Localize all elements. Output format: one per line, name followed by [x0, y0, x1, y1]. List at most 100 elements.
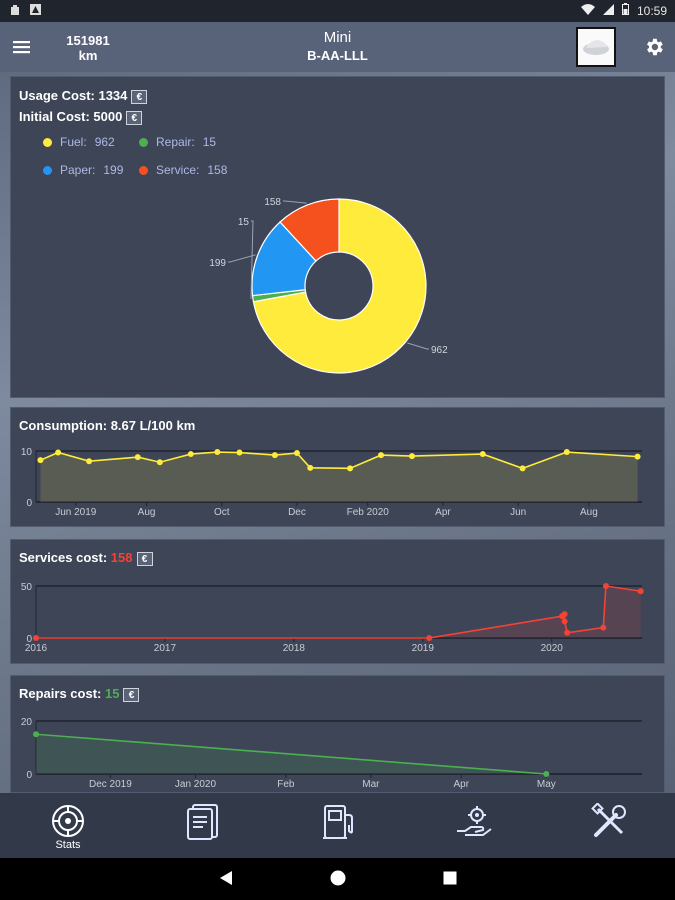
odometer-value: 151981	[66, 33, 110, 48]
legend-paper-label: Paper:	[60, 163, 96, 177]
consumption-xtick-label: Aug	[580, 507, 598, 518]
consumption-point	[37, 457, 44, 464]
app-notification-icon	[30, 4, 41, 19]
consumption-xtick-label: Feb 2020	[347, 507, 390, 518]
repair-dot-icon	[139, 137, 148, 147]
repairs-ytick-label: 20	[21, 717, 33, 728]
consumption-point	[187, 451, 194, 458]
nav-stats-label: Stats	[55, 839, 81, 851]
notification-icon	[10, 4, 20, 19]
consumption-card: Consumption: 8.67 L/100 km 0 10 Jun 2019 Au…	[10, 407, 665, 527]
consumption-point	[55, 449, 62, 456]
nav-documents[interactable]	[163, 793, 243, 858]
recents-square-icon	[443, 871, 457, 885]
consumption-ytick-label: 10	[21, 447, 33, 458]
services-point	[426, 635, 433, 641]
car-name[interactable]: Mini	[323, 29, 352, 46]
legend-paper[interactable]: Paper: 199	[43, 163, 123, 177]
nav-repairs[interactable]	[568, 793, 648, 858]
nav-service[interactable]	[433, 793, 513, 858]
repairs-xtick-label: May	[537, 779, 556, 790]
hamburger-icon	[13, 41, 30, 54]
nav-fuel[interactable]	[298, 793, 378, 858]
services-area	[36, 586, 641, 638]
consumption-point	[214, 449, 221, 456]
consumption-point	[86, 458, 93, 465]
bottom-nav: Stats	[0, 793, 675, 858]
pie-label-fuel: 962	[431, 345, 448, 356]
repairs-title-row: Repairs cost: 15 €	[19, 686, 140, 702]
services-currency-button[interactable]: €	[136, 551, 153, 566]
signal-icon	[602, 3, 614, 18]
consumption-title: Consumption: 8.67 L/100 km	[19, 418, 196, 433]
services-xtick-label: 2018	[283, 643, 306, 654]
usage-cost-row: Usage Cost: 1334 €	[19, 88, 148, 104]
repairs-chart[interactable]: 0 20 Dec 2019 Jan 2020 Feb Mar Apr May	[11, 676, 664, 792]
recents-button[interactable]	[441, 869, 459, 892]
initial-cost-row: Initial Cost: 5000 €	[19, 109, 143, 125]
services-xtick-label: 2016	[25, 643, 48, 654]
services-xtick-label: 2020	[541, 643, 564, 654]
back-triangle-icon	[220, 871, 232, 885]
pie-label-service: 158	[264, 197, 281, 208]
consumption-area	[40, 452, 638, 502]
home-button[interactable]	[329, 869, 347, 892]
consumption-point	[634, 453, 641, 460]
repairs-card: Repairs cost: 15 € 0 20 Dec 2019 Jan 2020 Feb…	[10, 675, 665, 793]
legend-service[interactable]: Service: 158	[139, 163, 227, 177]
legend-repair-value: 15	[202, 135, 217, 149]
services-point	[561, 618, 568, 625]
hand-gear-icon	[457, 806, 492, 836]
pie-label-paper: 199	[209, 258, 226, 269]
repairs-title: Repairs cost:	[19, 686, 102, 701]
paper-dot-icon	[43, 165, 52, 175]
service-dot-icon	[139, 165, 148, 175]
usage-cost-card: Usage Cost: 1334 € Initial Cost: 5000 € Fu…	[10, 76, 665, 398]
initial-cost-label: Initial Cost: 5000	[19, 109, 123, 124]
nav-stats[interactable]: Stats	[28, 793, 108, 858]
repairs-currency-button[interactable]: €	[123, 687, 140, 702]
consumption-xtick-label: Jun 2019	[55, 507, 97, 518]
repairs-xtick-label: Dec 2019	[89, 779, 132, 790]
fuel-dot-icon	[43, 137, 52, 147]
consumption-point	[307, 464, 314, 471]
pie-leader-fuel	[407, 342, 429, 350]
repairs-xtick-label: Apr	[453, 779, 469, 790]
services-value: 158	[110, 550, 133, 565]
consumption-point	[378, 452, 385, 459]
consumption-chart[interactable]: 0 10 Jun 2019 Aug Oct Dec Feb 2020 Apr Jun Aug	[11, 408, 664, 526]
usage-pie-chart[interactable]: 962 15 199 158	[11, 77, 664, 397]
app-bar: 151981 km Mini B-AA-LLL	[0, 22, 675, 72]
repairs-ytick-label: 0	[26, 770, 32, 781]
battery-icon	[621, 3, 629, 18]
menu-button[interactable]	[12, 36, 32, 58]
services-ytick-label: 50	[21, 582, 33, 593]
legend-fuel[interactable]: Fuel: 962	[43, 135, 115, 149]
usage-currency-button[interactable]: €	[131, 89, 148, 104]
initial-currency-button[interactable]: €	[126, 110, 143, 125]
repairs-xtick-label: Mar	[362, 779, 380, 790]
consumption-point	[236, 449, 243, 456]
car-thumbnail[interactable]	[576, 27, 616, 67]
consumption-xtick-label: Aug	[138, 507, 156, 518]
car-plate: B-AA-LLL	[307, 48, 368, 63]
consumption-point	[271, 452, 278, 459]
repairs-xtick-label: Feb	[277, 779, 295, 790]
consumption-point	[519, 465, 526, 472]
pie-leader-repair	[250, 220, 254, 299]
consumption-point	[479, 451, 486, 458]
legend-repair[interactable]: Repair: 15	[139, 135, 216, 149]
settings-button[interactable]	[643, 36, 665, 58]
services-chart[interactable]: 0 50 2016 2017 2018 2019 2020	[11, 540, 664, 663]
services-title-row: Services cost: 158 €	[19, 550, 153, 566]
services-point	[602, 583, 609, 589]
repairs-line	[35, 733, 547, 775]
legend-fuel-value: 962	[94, 135, 115, 149]
repairs-value: 15	[105, 686, 120, 701]
repairs-point	[543, 771, 550, 777]
consumption-point	[347, 465, 354, 472]
back-button[interactable]	[217, 869, 235, 892]
car-photo-icon	[578, 29, 614, 65]
home-circle-icon	[330, 870, 346, 886]
consumption-xtick-label: Jun	[510, 507, 526, 518]
